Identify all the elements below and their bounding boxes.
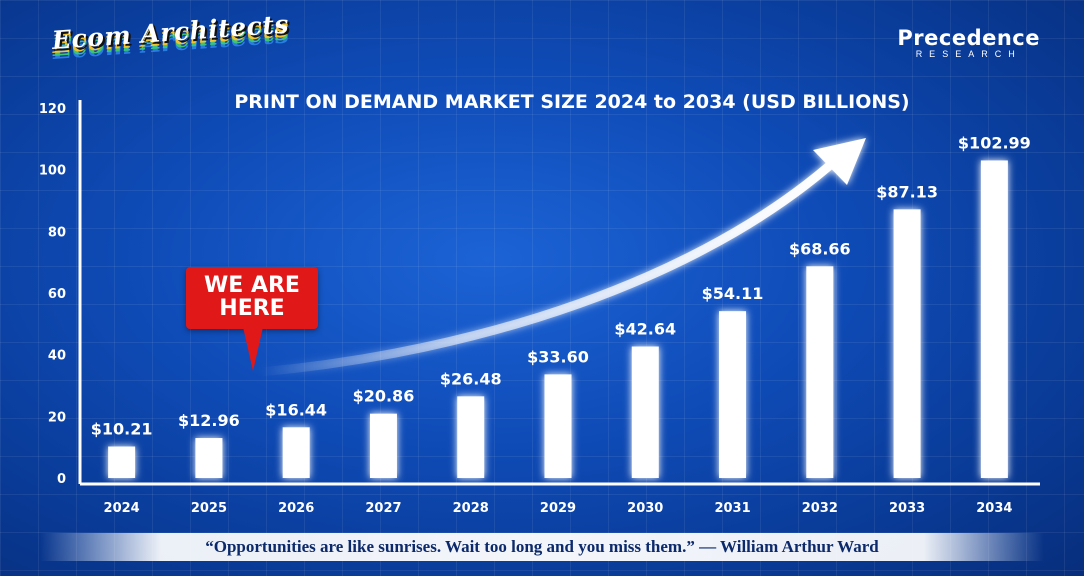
chart-title: PRINT ON DEMAND MARKET SIZE 2024 to 2034… (234, 91, 910, 113)
y-tick-label: 20 (48, 410, 66, 425)
x-tick-label: 2031 (714, 501, 750, 516)
x-tick-label: 2027 (365, 501, 401, 516)
data-label: $12.96 (178, 411, 240, 430)
y-tick-label: 80 (48, 225, 66, 240)
bar (282, 427, 310, 478)
logo-main-text: Precedence (897, 26, 1040, 50)
x-tick-label: 2026 (278, 501, 314, 516)
quote-banner: “Opportunities are like sunrises. Wait t… (40, 533, 1044, 561)
bar (631, 346, 659, 478)
bar (980, 160, 1008, 478)
logo-sub-text: RESEARCH (915, 49, 1022, 59)
trend-arrow-shaft (255, 155, 841, 377)
callout-line-2: HERE (219, 296, 285, 321)
data-label: $26.48 (440, 369, 502, 388)
bar (806, 266, 834, 478)
x-tick-label: 2032 (802, 501, 838, 516)
data-label: $42.64 (614, 320, 676, 339)
data-label: $10.21 (91, 420, 153, 439)
x-tick-label: 2025 (191, 501, 227, 516)
data-label: $33.60 (527, 347, 589, 366)
x-tick-label: 2034 (976, 501, 1012, 516)
trend-arrow-head (813, 138, 866, 185)
data-label: $54.11 (702, 284, 764, 303)
x-tick-label: 2028 (453, 501, 489, 516)
bar (108, 446, 136, 478)
bar (544, 374, 572, 478)
x-tick-label: 2030 (627, 501, 663, 516)
bar (457, 396, 485, 478)
precedence-logo: Precedence RESEARCH (897, 26, 1040, 59)
y-tick-label: 120 (39, 102, 66, 117)
y-tick-label: 100 (39, 164, 66, 179)
y-tick-label: 60 (48, 287, 66, 302)
y-tick-label: 40 (48, 349, 66, 364)
bar (893, 209, 921, 478)
x-tick-label: 2029 (540, 501, 576, 516)
we-are-here-callout: WE ARE HERE (186, 267, 318, 371)
x-tick-label: 2024 (104, 501, 140, 516)
y-tick-label: 0 (57, 472, 66, 487)
data-label: $68.66 (789, 239, 851, 258)
callout-line-1: WE ARE (204, 273, 300, 298)
data-label: $16.44 (265, 400, 327, 419)
bar (195, 438, 223, 478)
bar (719, 311, 747, 478)
x-tick-label: 2033 (889, 501, 925, 516)
data-label: $87.13 (876, 182, 938, 201)
bar (369, 413, 397, 478)
data-label: $102.99 (958, 133, 1031, 152)
data-label: $20.86 (353, 387, 415, 406)
